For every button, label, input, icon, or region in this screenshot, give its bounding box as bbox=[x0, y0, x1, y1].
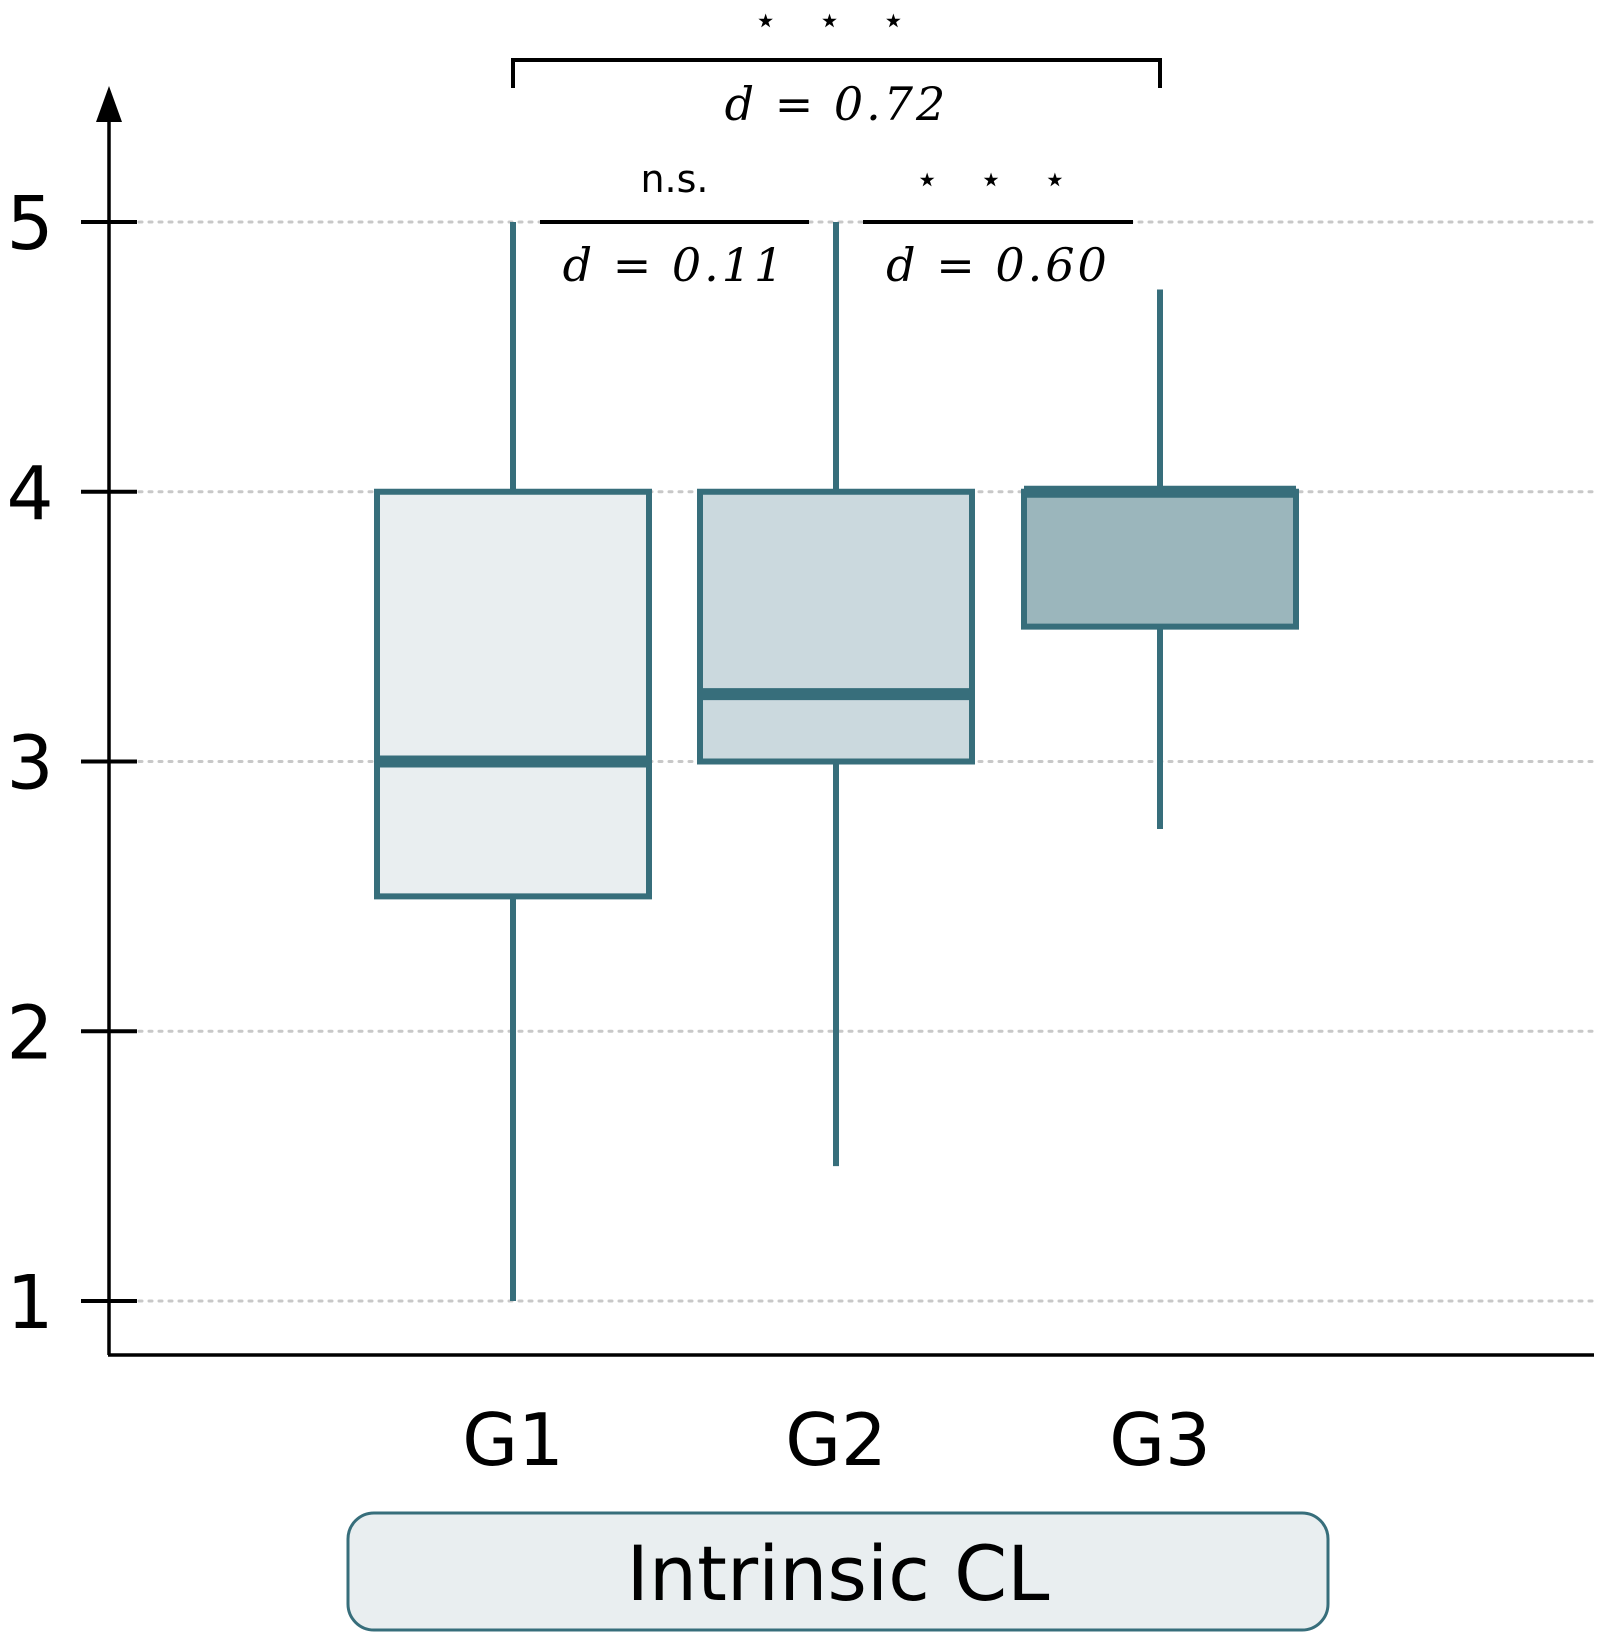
annotation-g2-g3: ⋆ ⋆ ⋆ d = 0.60 bbox=[863, 157, 1133, 292]
x-tick-label-g1: G1 bbox=[462, 1398, 564, 1482]
y-tick-label-5: 5 bbox=[6, 181, 53, 267]
y-tick-label-4: 4 bbox=[6, 451, 53, 537]
box-g2 bbox=[697, 222, 975, 1167]
legend-box bbox=[346, 1511, 1330, 1632]
annotation-g1-g2: n.s. d = 0.11 bbox=[540, 157, 809, 292]
x-tick-label-g2: G2 bbox=[785, 1398, 887, 1482]
significance-stars: ⋆ ⋆ ⋆ bbox=[915, 157, 1081, 201]
iqr-box bbox=[1021, 488, 1299, 630]
x-tick-label-g3: G3 bbox=[1109, 1398, 1211, 1482]
annotation-g1-g3: ⋆ ⋆ ⋆ d = 0.72 bbox=[511, 0, 1162, 131]
significance-stars: ⋆ ⋆ ⋆ bbox=[754, 0, 920, 42]
effect-size: d = 0.72 bbox=[725, 77, 949, 131]
box-g3 bbox=[1021, 289, 1299, 829]
y-tick-label-3: 3 bbox=[6, 721, 53, 807]
y-axis-arrow bbox=[96, 86, 122, 122]
legend-label: Intrinsic CL bbox=[627, 1529, 1050, 1618]
iqr-box bbox=[374, 488, 652, 900]
box-g1 bbox=[374, 222, 652, 1301]
iqr-box bbox=[697, 488, 975, 765]
significance-ns: n.s. bbox=[640, 157, 708, 201]
significance-bracket bbox=[511, 58, 1162, 88]
y-tick-label-2: 2 bbox=[6, 990, 53, 1076]
y-tick-label-1: 1 bbox=[6, 1260, 53, 1346]
effect-size: d = 0.11 bbox=[563, 238, 787, 292]
effect-size: d = 0.60 bbox=[886, 238, 1110, 292]
